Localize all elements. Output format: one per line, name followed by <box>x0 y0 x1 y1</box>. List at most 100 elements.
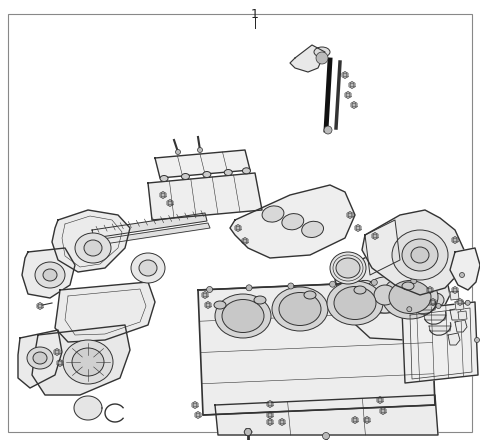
Polygon shape <box>55 282 155 342</box>
Circle shape <box>168 201 172 205</box>
Ellipse shape <box>330 252 366 284</box>
Circle shape <box>280 420 284 424</box>
Circle shape <box>465 301 470 305</box>
Circle shape <box>246 285 252 291</box>
Ellipse shape <box>35 262 65 288</box>
Circle shape <box>244 429 252 436</box>
Circle shape <box>350 83 354 87</box>
Polygon shape <box>32 325 130 395</box>
Circle shape <box>288 283 294 289</box>
Ellipse shape <box>72 348 104 376</box>
Circle shape <box>373 234 377 238</box>
Circle shape <box>55 350 59 354</box>
Ellipse shape <box>43 269 57 281</box>
Polygon shape <box>365 220 400 275</box>
Circle shape <box>348 213 352 217</box>
Polygon shape <box>424 315 446 320</box>
Circle shape <box>193 403 197 407</box>
Circle shape <box>431 300 435 304</box>
Circle shape <box>197 147 203 153</box>
Polygon shape <box>450 308 462 320</box>
Circle shape <box>407 307 412 312</box>
Polygon shape <box>458 311 467 320</box>
Ellipse shape <box>402 239 438 271</box>
Ellipse shape <box>402 282 414 290</box>
Ellipse shape <box>139 260 157 276</box>
Ellipse shape <box>75 233 111 263</box>
Circle shape <box>243 239 247 243</box>
Polygon shape <box>414 305 436 310</box>
Polygon shape <box>450 291 459 300</box>
Circle shape <box>381 409 385 413</box>
Circle shape <box>346 93 350 97</box>
Circle shape <box>196 413 200 417</box>
Ellipse shape <box>354 286 366 294</box>
Circle shape <box>330 281 336 287</box>
Circle shape <box>353 418 357 422</box>
Ellipse shape <box>160 176 168 181</box>
Circle shape <box>206 303 210 307</box>
Ellipse shape <box>181 173 190 180</box>
Polygon shape <box>155 150 250 178</box>
Ellipse shape <box>272 287 328 331</box>
Circle shape <box>323 433 329 440</box>
Ellipse shape <box>33 352 47 364</box>
Ellipse shape <box>301 221 324 238</box>
Circle shape <box>365 418 369 422</box>
Polygon shape <box>290 45 325 72</box>
Ellipse shape <box>63 340 113 384</box>
Polygon shape <box>455 301 464 310</box>
Circle shape <box>38 304 42 308</box>
Polygon shape <box>198 280 435 415</box>
Circle shape <box>268 420 272 424</box>
Circle shape <box>58 361 62 365</box>
Ellipse shape <box>279 293 321 326</box>
Ellipse shape <box>131 253 165 283</box>
Circle shape <box>343 73 347 77</box>
Circle shape <box>372 279 377 286</box>
Ellipse shape <box>336 258 360 278</box>
Polygon shape <box>215 395 438 435</box>
Polygon shape <box>429 326 451 331</box>
Ellipse shape <box>426 293 444 307</box>
Text: 1: 1 <box>251 8 259 21</box>
Ellipse shape <box>215 294 271 338</box>
Polygon shape <box>92 213 207 238</box>
Polygon shape <box>148 173 262 220</box>
Polygon shape <box>96 223 210 245</box>
Polygon shape <box>230 185 355 258</box>
Ellipse shape <box>365 277 405 313</box>
Circle shape <box>161 193 165 197</box>
Ellipse shape <box>242 168 251 174</box>
Circle shape <box>436 304 441 308</box>
Polygon shape <box>74 396 102 420</box>
Ellipse shape <box>203 172 211 177</box>
Circle shape <box>203 293 207 297</box>
Ellipse shape <box>392 230 448 280</box>
Ellipse shape <box>382 275 438 319</box>
Ellipse shape <box>411 247 429 263</box>
Polygon shape <box>335 248 450 340</box>
Ellipse shape <box>314 47 330 57</box>
Circle shape <box>356 226 360 230</box>
Circle shape <box>475 337 480 342</box>
Ellipse shape <box>334 286 376 319</box>
Circle shape <box>453 288 457 292</box>
Circle shape <box>458 300 462 304</box>
Ellipse shape <box>389 281 431 313</box>
Circle shape <box>324 126 332 134</box>
Circle shape <box>176 150 180 154</box>
Ellipse shape <box>304 291 316 299</box>
Circle shape <box>411 278 417 284</box>
Circle shape <box>428 288 432 292</box>
Circle shape <box>268 402 272 406</box>
Circle shape <box>453 238 457 242</box>
Polygon shape <box>362 210 465 295</box>
Circle shape <box>378 398 382 402</box>
Ellipse shape <box>282 213 304 230</box>
Circle shape <box>268 413 272 417</box>
Circle shape <box>352 103 356 107</box>
Ellipse shape <box>374 285 396 305</box>
Circle shape <box>236 226 240 230</box>
Ellipse shape <box>84 240 102 256</box>
